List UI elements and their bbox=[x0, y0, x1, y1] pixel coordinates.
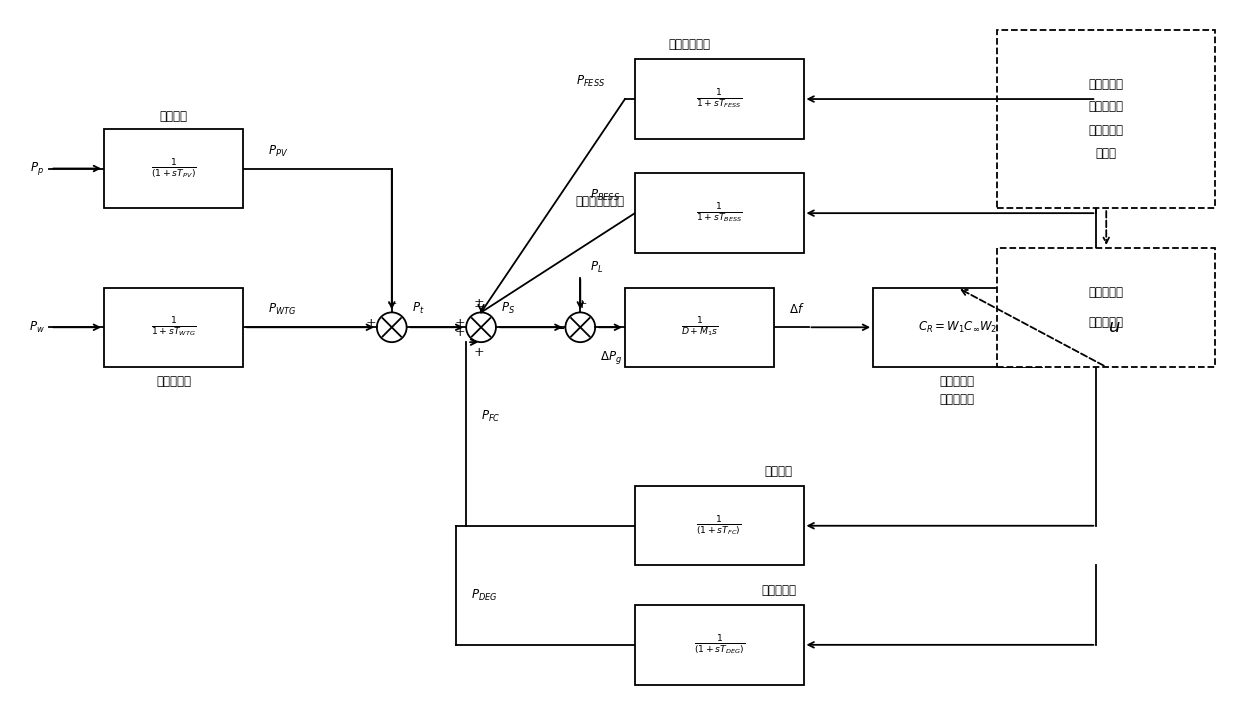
Bar bbox=[635, 486, 804, 566]
Bar bbox=[104, 129, 243, 208]
Text: +: + bbox=[577, 298, 588, 311]
Text: 燃料电池: 燃料电池 bbox=[765, 465, 792, 478]
Text: 频率控制器: 频率控制器 bbox=[940, 393, 975, 406]
Text: 分数阶频率: 分数阶频率 bbox=[1089, 100, 1123, 113]
Text: 多目标鲁棒: 多目标鲁棒 bbox=[1089, 78, 1123, 91]
Text: +: + bbox=[455, 317, 465, 330]
Bar bbox=[635, 60, 804, 139]
Text: $P_t$: $P_t$ bbox=[412, 301, 424, 316]
Text: $P_S$: $P_S$ bbox=[501, 301, 515, 316]
Bar bbox=[997, 248, 1215, 367]
Bar bbox=[104, 288, 243, 367]
Bar bbox=[625, 288, 774, 367]
Text: $C_R=W_1C_\infty W_2$: $C_R=W_1C_\infty W_2$ bbox=[918, 320, 997, 335]
Text: −: − bbox=[554, 323, 564, 336]
Text: $\frac{1}{1+sT_{BESS}}$: $\frac{1}{1+sT_{BESS}}$ bbox=[696, 201, 743, 225]
Text: $u$: $u$ bbox=[1109, 318, 1121, 337]
Text: $\frac{1}{1+sT_{FESS}}$: $\frac{1}{1+sT_{FESS}}$ bbox=[696, 87, 743, 111]
Text: $P_{WTG}$: $P_{WTG}$ bbox=[268, 302, 296, 318]
Text: 控制约束优: 控制约束优 bbox=[1089, 124, 1123, 137]
Text: $\frac{1}{(1+sT_{PV})}$: $\frac{1}{(1+sT_{PV})}$ bbox=[150, 156, 196, 180]
Text: 化模型: 化模型 bbox=[1096, 147, 1117, 160]
Text: $\frac{1}{(1+sT_{FC})}$: $\frac{1}{(1+sT_{FC})}$ bbox=[697, 513, 742, 538]
Text: 柴油发电机: 柴油发电机 bbox=[761, 584, 796, 597]
Text: 飞轮储能系统: 飞轮储能系统 bbox=[668, 38, 711, 51]
Text: +: + bbox=[474, 345, 485, 358]
Text: $\frac{1}{D+M_1s}$: $\frac{1}{D+M_1s}$ bbox=[681, 316, 718, 339]
Text: $P_L$: $P_L$ bbox=[590, 260, 604, 275]
Text: $P_p$: $P_p$ bbox=[31, 160, 45, 177]
Bar bbox=[635, 174, 804, 253]
Text: $\Delta P_g$: $\Delta P_g$ bbox=[600, 349, 622, 366]
Text: +: + bbox=[387, 298, 397, 311]
Text: 鲁棒分数阶: 鲁棒分数阶 bbox=[940, 375, 975, 388]
Text: 风力发电机: 风力发电机 bbox=[156, 375, 191, 388]
Text: $P_{DEG}$: $P_{DEG}$ bbox=[471, 587, 497, 603]
Text: 光伏阵列: 光伏阵列 bbox=[160, 111, 187, 124]
Text: $P_w$: $P_w$ bbox=[29, 320, 45, 335]
Text: $\frac{1}{1+sT_{WTG}}$: $\frac{1}{1+sT_{WTG}}$ bbox=[151, 316, 196, 339]
Text: $\Delta f$: $\Delta f$ bbox=[789, 302, 805, 316]
Text: $P_{FESS}$: $P_{FESS}$ bbox=[575, 74, 605, 89]
Text: +: + bbox=[455, 326, 465, 339]
Text: $\frac{1}{(1+sT_{DEG})}$: $\frac{1}{(1+sT_{DEG})}$ bbox=[693, 632, 745, 657]
Bar bbox=[873, 288, 1042, 367]
Text: +: + bbox=[366, 317, 376, 330]
Text: ±: ± bbox=[474, 297, 485, 310]
Text: $P_{BESS}$: $P_{BESS}$ bbox=[590, 188, 620, 204]
Text: 蓄电池储能系统: 蓄电池储能系统 bbox=[575, 195, 625, 208]
Bar bbox=[635, 605, 804, 685]
Text: $P_{FC}$: $P_{FC}$ bbox=[481, 409, 501, 424]
Text: 优化求解器: 优化求解器 bbox=[1089, 316, 1123, 329]
Text: 多目标约束: 多目标约束 bbox=[1089, 286, 1123, 299]
Text: $P_{PV}$: $P_{PV}$ bbox=[268, 143, 288, 158]
Bar bbox=[997, 30, 1215, 208]
